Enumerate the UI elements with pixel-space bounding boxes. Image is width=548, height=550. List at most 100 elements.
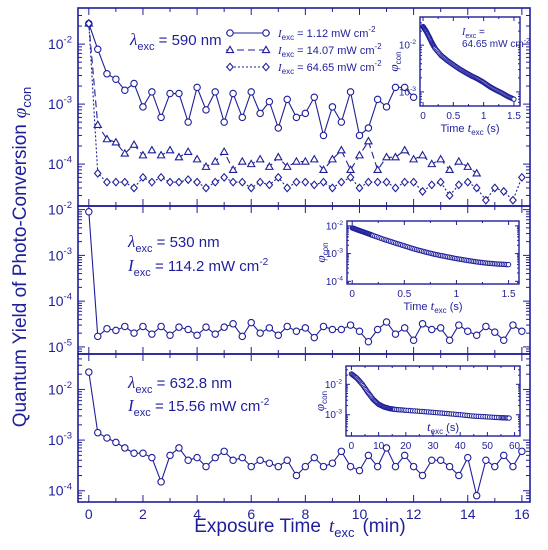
data-point — [427, 159, 437, 168]
inset-x-axis-title: Time texc (s) — [440, 120, 499, 137]
data-point — [111, 137, 121, 146]
data-point — [300, 156, 310, 165]
data-point — [166, 89, 174, 98]
data-point — [490, 183, 499, 193]
legend-marker — [262, 29, 270, 37]
inset-intensity-value: 64.65 mW cm-2 — [462, 38, 530, 50]
wavelength-label: λexc = 590 nm — [129, 30, 222, 53]
data-point — [292, 471, 301, 480]
data-point — [472, 168, 482, 177]
data-point — [436, 324, 445, 332]
data-point — [427, 180, 436, 190]
data-point — [310, 333, 319, 342]
inset-x-tick-label: 20 — [400, 441, 412, 452]
data-point — [202, 462, 210, 471]
data-point — [301, 177, 310, 187]
data-point — [220, 447, 228, 456]
data-point — [328, 103, 337, 111]
data-point — [355, 183, 364, 193]
data-point — [130, 329, 138, 337]
data-point — [274, 331, 283, 339]
legend-marker — [261, 45, 271, 54]
data-point — [247, 88, 255, 96]
y-axis-title: Quantum Yield of Photo-Conversionφcon — [10, 87, 34, 428]
data-point — [400, 451, 409, 460]
inset-top: 10-3 10-2 0 0.5 1 1.5 φcon Time texc (s) Iexc =6… — [386, 16, 530, 137]
data-point — [157, 113, 165, 122]
data-point — [309, 154, 319, 163]
data-point — [509, 321, 517, 329]
data-point — [193, 177, 202, 187]
data-point — [85, 368, 93, 376]
data-point — [301, 109, 310, 118]
inset-data-point — [505, 261, 512, 268]
data-point — [192, 154, 202, 163]
data-point — [318, 165, 329, 173]
data-point — [147, 177, 156, 187]
data-point — [428, 325, 436, 334]
x-tick-label: 2 — [139, 506, 147, 522]
data-point — [130, 183, 138, 193]
data-point — [94, 428, 102, 437]
data-point — [273, 152, 283, 161]
data-point — [103, 70, 111, 78]
data-point — [283, 183, 292, 193]
data-point — [94, 45, 102, 54]
y-tick-label: 10-2 — [48, 380, 72, 397]
data-point — [148, 88, 156, 96]
data-point — [211, 88, 219, 96]
x-tick-label: 10 — [352, 506, 368, 522]
data-point — [238, 453, 247, 462]
x-tick-label: 16 — [514, 506, 530, 522]
data-point — [94, 332, 102, 341]
data-point — [436, 177, 445, 187]
data-point — [390, 152, 401, 161]
data-point — [283, 95, 291, 104]
data-point — [184, 325, 192, 334]
legend-label: Iexc = 14.07 mW cm-2 — [277, 42, 382, 59]
legend-entry: Iexc = 1.12 mW cm-2 — [226, 25, 376, 42]
data-point — [165, 145, 175, 154]
data-point — [184, 456, 192, 465]
data-point — [373, 165, 383, 173]
data-point — [184, 175, 193, 185]
data-point — [274, 462, 283, 471]
data-point — [400, 145, 410, 154]
data-point — [201, 162, 211, 170]
data-point — [138, 150, 148, 159]
data-point — [85, 207, 93, 216]
data-point — [283, 322, 291, 331]
data-point — [265, 180, 274, 190]
data-point — [202, 183, 210, 193]
data-point — [103, 177, 111, 187]
data-point — [455, 321, 463, 329]
inset-y-tick-label: 10-3 — [399, 86, 416, 99]
data-point — [93, 168, 102, 178]
legend-entry: Iexc = 14.07 mW cm-2 — [225, 42, 382, 59]
data-point — [175, 89, 183, 98]
data-point — [400, 83, 409, 92]
wavelength-label: λexc = 632.8 nm — [127, 373, 232, 396]
data-point — [183, 147, 193, 155]
data-point — [84, 19, 93, 29]
inset-x-tick-label: 0.5 — [446, 111, 460, 122]
data-point — [112, 75, 120, 83]
data-point — [472, 491, 481, 500]
data-point — [455, 471, 463, 480]
data-point — [382, 177, 391, 187]
data-point — [238, 332, 247, 341]
data-point — [193, 331, 201, 339]
data-point — [210, 156, 220, 165]
data-point — [256, 456, 264, 465]
data-point — [220, 323, 228, 331]
data-point — [264, 162, 274, 170]
data-point — [246, 159, 256, 168]
inset-x-tick-label: 40 — [455, 441, 467, 452]
data-point — [319, 462, 328, 471]
data-point — [445, 462, 454, 471]
data-point — [175, 323, 183, 331]
data-point — [175, 444, 183, 452]
data-point — [103, 324, 111, 333]
inset-y-tick-label: 10-2 — [399, 39, 416, 52]
data-point — [382, 152, 392, 161]
